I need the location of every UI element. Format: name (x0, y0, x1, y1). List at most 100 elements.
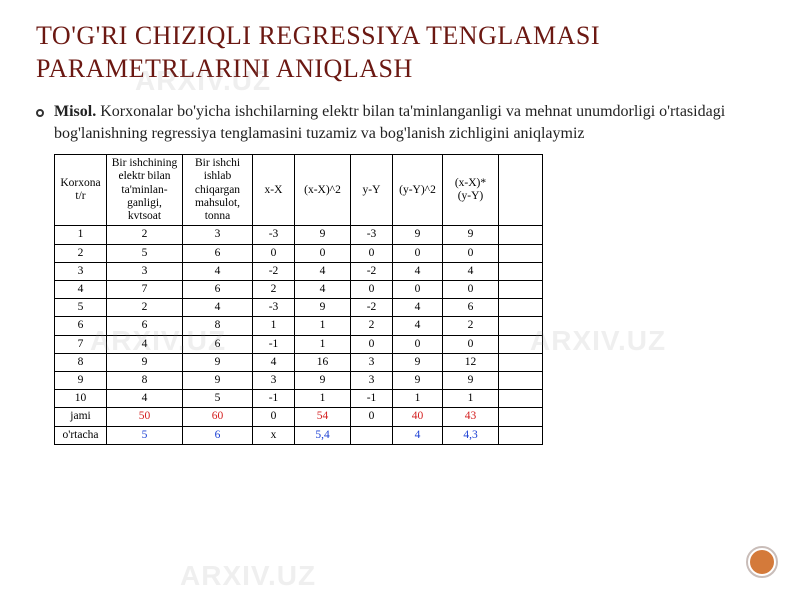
bullet-icon (36, 109, 44, 117)
body-text: Misol. Korxonalar bo'yicha ishchilarning… (54, 101, 764, 144)
table-cell: 1 (443, 390, 499, 408)
slide-content: TO'G'RI CHIZIQLI REGRESSIYA TENGLAMASI P… (0, 0, 800, 445)
table-cell: 6 (107, 317, 183, 335)
table-cell: 2 (253, 280, 295, 298)
table-cell: 2 (107, 226, 183, 244)
table-cell (499, 353, 543, 371)
table-row: 98939399 (55, 372, 543, 390)
table-row: 47624000 (55, 280, 543, 298)
table-cell: 6 (183, 280, 253, 298)
table-cell: 6 (443, 299, 499, 317)
table-cell: 1 (295, 390, 351, 408)
table-row: jami506005404043 (55, 408, 543, 426)
table-row: 8994163912 (55, 353, 543, 371)
table-cell: 6 (55, 317, 107, 335)
table-cell: 54 (295, 408, 351, 426)
table-cell: 4 (55, 280, 107, 298)
table-cell: 0 (253, 408, 295, 426)
table-row: 66811242 (55, 317, 543, 335)
table-cell: -2 (351, 262, 393, 280)
table-cell: 0 (295, 244, 351, 262)
table-row: 746-11000 (55, 335, 543, 353)
table-cell: 0 (393, 244, 443, 262)
table-cell: 4 (393, 317, 443, 335)
table-cell: 4 (393, 262, 443, 280)
table-cell (499, 335, 543, 353)
table-cell: 1 (55, 226, 107, 244)
col-header: x-X (253, 155, 295, 226)
table-cell: -2 (253, 262, 295, 280)
table-cell (499, 244, 543, 262)
table-cell: 0 (351, 335, 393, 353)
table-cell: 4 (295, 262, 351, 280)
corner-accent (746, 546, 778, 578)
table-cell (499, 299, 543, 317)
table-cell: 1 (393, 390, 443, 408)
table-cell (499, 372, 543, 390)
table-cell: 10 (55, 390, 107, 408)
table-cell: 4 (107, 335, 183, 353)
table-cell: 0 (443, 244, 499, 262)
accent-dot-icon (750, 550, 774, 574)
table-cell: 9 (393, 372, 443, 390)
table-cell: 0 (253, 244, 295, 262)
table-cell (499, 317, 543, 335)
table-cell: 8 (55, 353, 107, 371)
table-cell: 9 (443, 372, 499, 390)
table-cell: 3 (183, 226, 253, 244)
table-cell: 7 (55, 335, 107, 353)
table-cell: 0 (443, 280, 499, 298)
table-cell: 7 (107, 280, 183, 298)
table-cell: 4,3 (443, 426, 499, 444)
table-cell: -1 (253, 390, 295, 408)
col-header (499, 155, 543, 226)
table-cell (499, 426, 543, 444)
table-cell: 4 (295, 280, 351, 298)
table-cell: 4 (183, 262, 253, 280)
table-cell: 60 (183, 408, 253, 426)
table-cell: jami (55, 408, 107, 426)
table-cell: 16 (295, 353, 351, 371)
col-header: (x-X)* (y-Y) (443, 155, 499, 226)
table-cell: -2 (351, 299, 393, 317)
table-cell: 9 (107, 353, 183, 371)
table-cell: 3 (107, 262, 183, 280)
col-header: Bir ishchining elektr bilan ta'minlan-ga… (107, 155, 183, 226)
table-cell: 5,4 (295, 426, 351, 444)
table-cell: 3 (351, 353, 393, 371)
table-row: 123-39-399 (55, 226, 543, 244)
table-cell: 6 (183, 335, 253, 353)
table-cell: 9 (393, 226, 443, 244)
table-cell: 12 (443, 353, 499, 371)
table-cell: -3 (253, 299, 295, 317)
table-cell (499, 262, 543, 280)
table-cell (499, 280, 543, 298)
table-cell (499, 408, 543, 426)
table-cell: 9 (295, 372, 351, 390)
table-cell: 8 (183, 317, 253, 335)
col-header: Bir ishchi ishlab chiqargan mahsulot, to… (183, 155, 253, 226)
table-cell: -3 (253, 226, 295, 244)
table-cell (351, 426, 393, 444)
table-cell: 8 (107, 372, 183, 390)
regression-table: Korxona t/r Bir ishchining elektr bilan … (54, 154, 543, 445)
col-header: (x-X)^2 (295, 155, 351, 226)
table-cell: 0 (393, 280, 443, 298)
table-cell: 40 (393, 408, 443, 426)
table-cell: 1 (253, 317, 295, 335)
table-cell: 0 (351, 408, 393, 426)
table-cell: 9 (183, 372, 253, 390)
body-rest: Korxonalar bo'yicha ishchilarning elektr… (54, 103, 725, 142)
table-cell: 4 (393, 299, 443, 317)
table-cell: 2 (107, 299, 183, 317)
table-cell (499, 390, 543, 408)
table-cell: -3 (351, 226, 393, 244)
table-cell: 5 (55, 299, 107, 317)
table-cell: 2 (351, 317, 393, 335)
body-paragraph: Misol. Korxonalar bo'yicha ishchilarning… (36, 101, 764, 144)
table-cell: 0 (351, 280, 393, 298)
table-cell (499, 226, 543, 244)
slide-title: TO'G'RI CHIZIQLI REGRESSIYA TENGLAMASI P… (36, 20, 764, 85)
table-cell: x (253, 426, 295, 444)
table-cell: 9 (443, 226, 499, 244)
